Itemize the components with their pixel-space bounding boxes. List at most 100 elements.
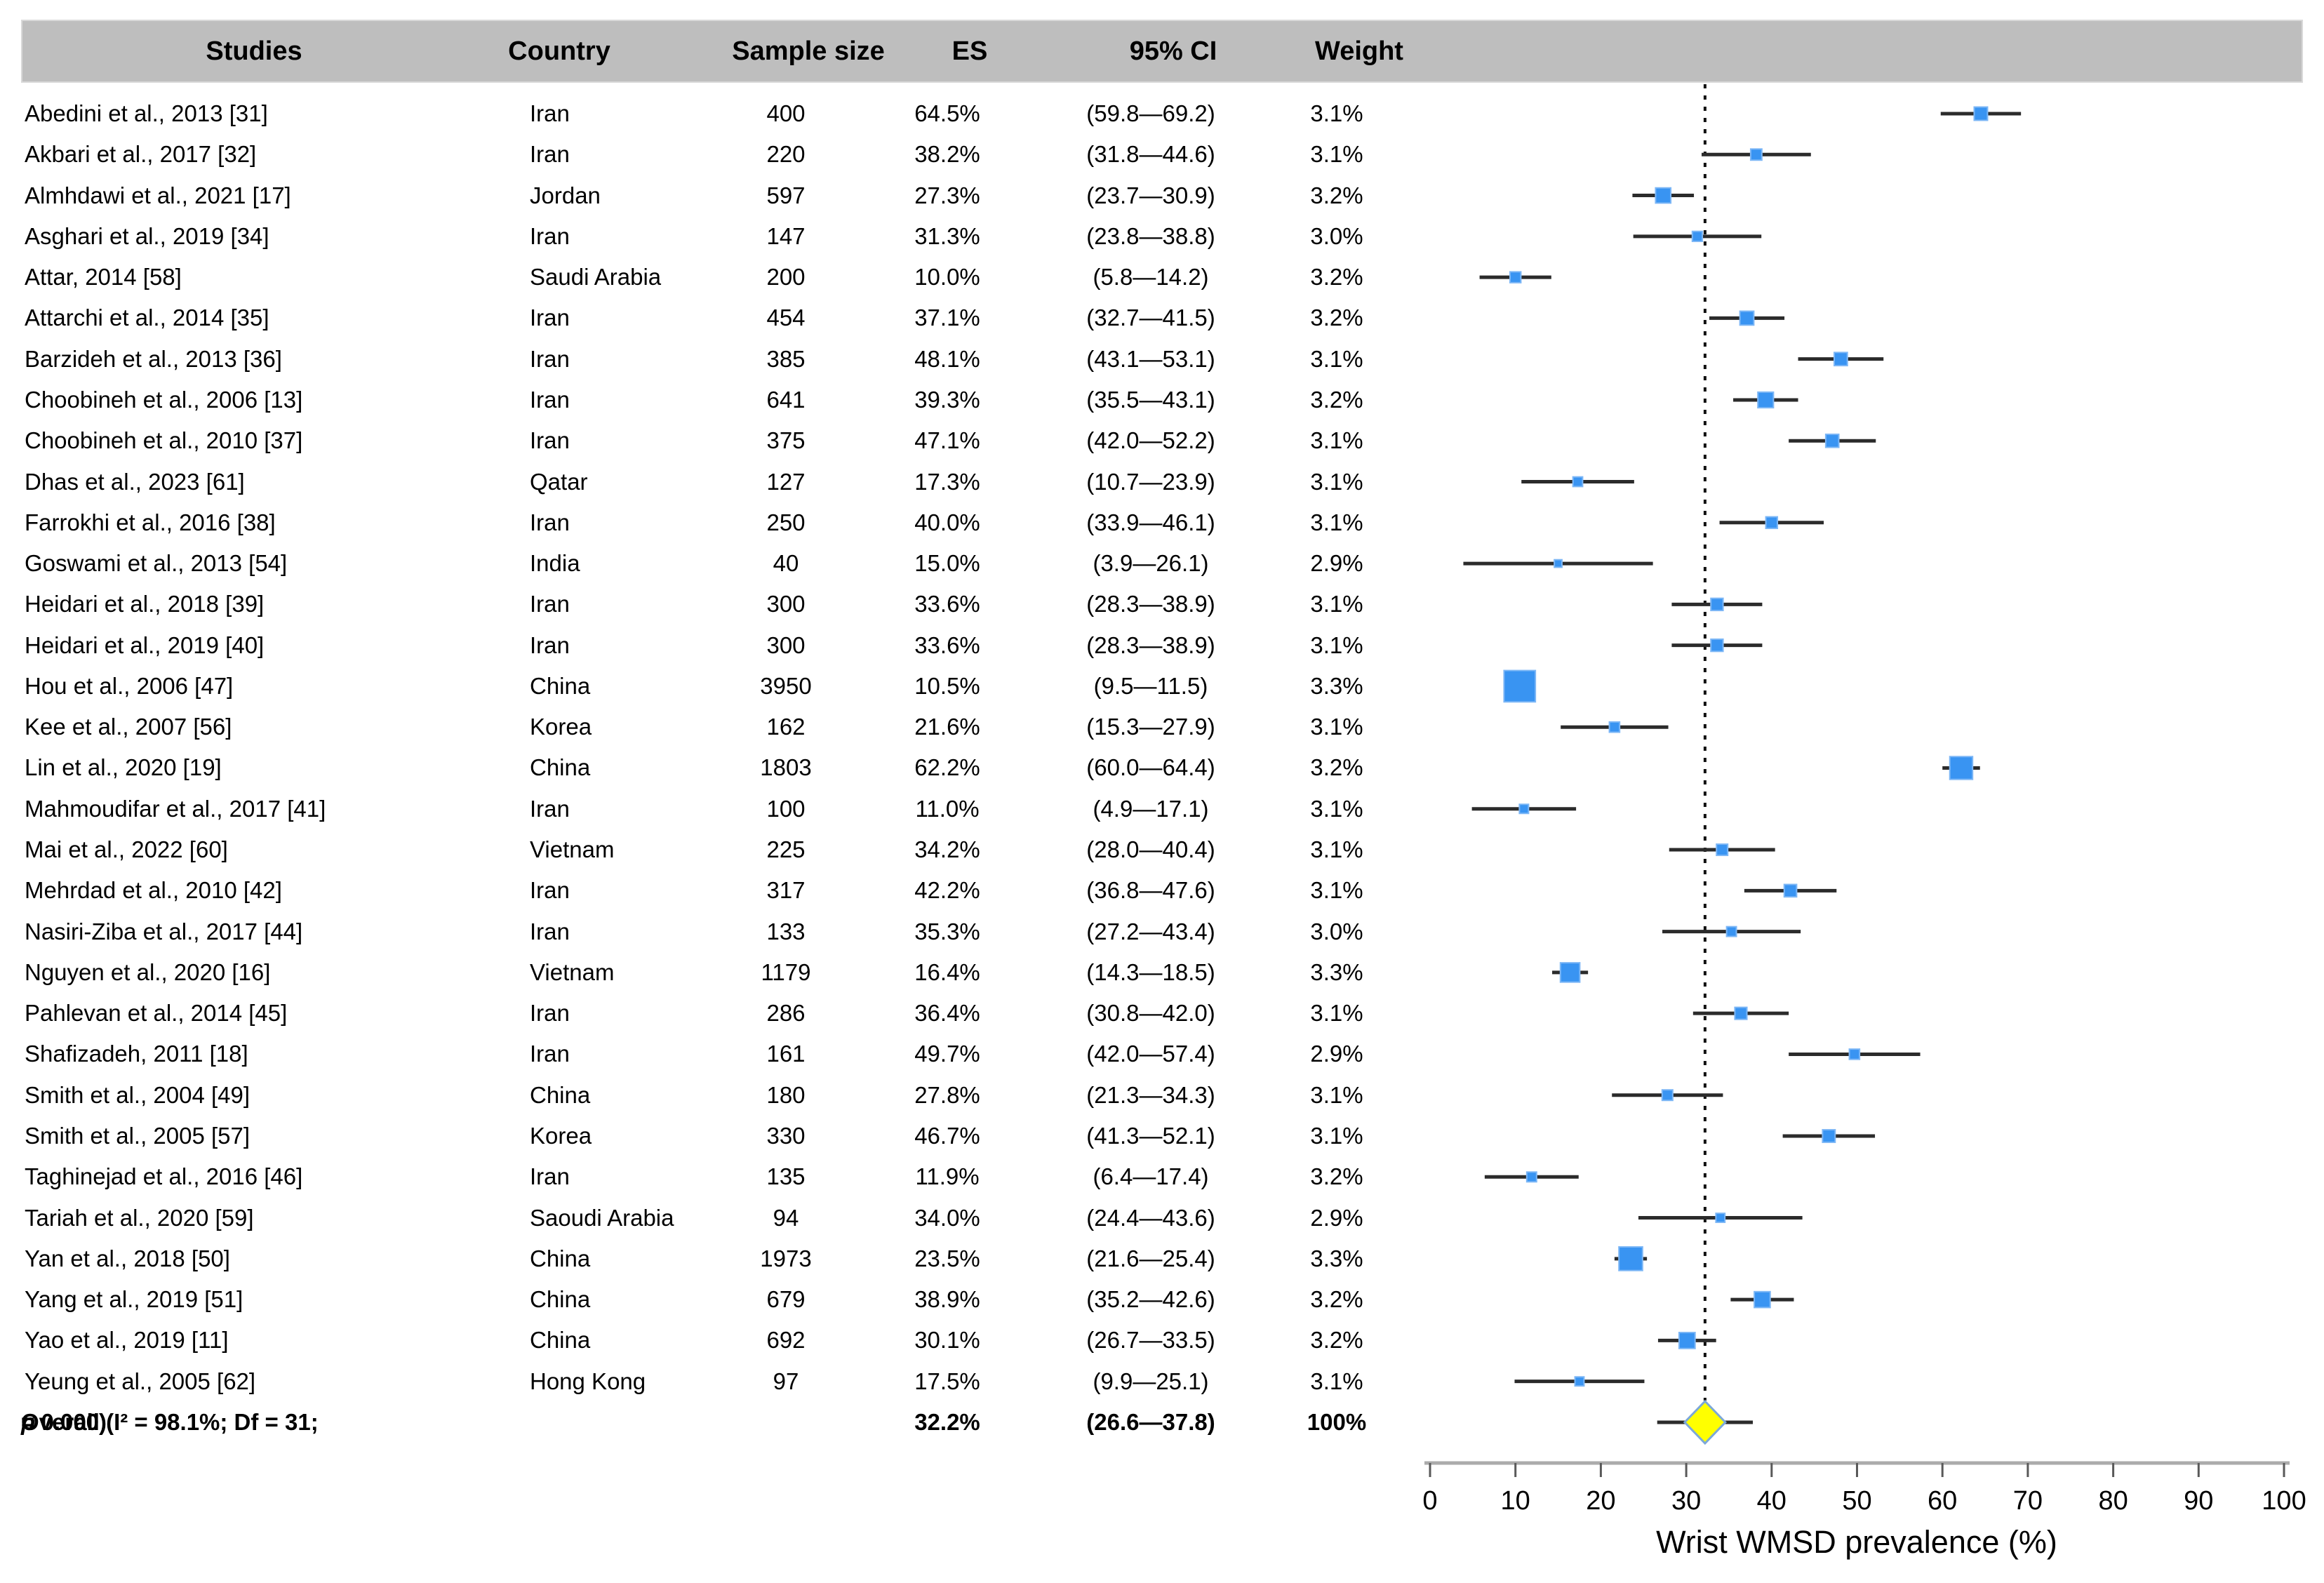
study-name: Attarchi et al., 2014 [35]	[25, 305, 269, 331]
study-country: Qatar	[530, 468, 588, 495]
study-weight: 3.1%	[1310, 795, 1363, 822]
study-sample-size: 330	[766, 1123, 806, 1149]
study-ci: (3.9—26.1)	[1093, 550, 1209, 577]
study-country: Korea	[530, 1123, 592, 1149]
study-ci: (35.2—42.6)	[1086, 1286, 1215, 1313]
overall-row: Overall (I² = 98.1%; Df = 31; p = 0.000)…	[0, 1402, 1403, 1443]
study-weight: 3.2%	[1310, 1327, 1363, 1354]
study-es: 11.9%	[915, 1163, 980, 1190]
table-row: Taghinejad et al., 2016 [46] Iran 135 11.9%…	[0, 1156, 1403, 1197]
study-ci: (27.2—43.4)	[1086, 918, 1215, 944]
study-es: 27.8%	[914, 1081, 980, 1108]
study-name: Akbari et al., 2017 [32]	[25, 141, 257, 168]
table-row: Attarchi et al., 2014 [35] Iran 454 37.1% (3…	[0, 298, 1403, 338]
study-name: Asghari et al., 2019 [34]	[25, 222, 269, 249]
study-country: Iran	[530, 141, 570, 168]
study-ci: (36.8—47.6)	[1086, 877, 1215, 904]
study-ci: (28.0—40.4)	[1086, 836, 1215, 863]
es-marker	[1824, 433, 1840, 448]
overall-diamond	[1683, 1399, 1727, 1445]
x-tick-label: 50	[1842, 1486, 1871, 1516]
study-ci: (24.4—43.6)	[1086, 1204, 1215, 1231]
study-es: 42.2%	[914, 877, 980, 904]
study-sample-size: 220	[766, 141, 806, 168]
overall-weight: 100%	[1307, 1408, 1367, 1435]
study-country: Iran	[530, 509, 570, 535]
study-country: Jordan	[530, 182, 601, 208]
study-sample-size: 300	[766, 632, 806, 658]
study-sample-size: 1179	[761, 959, 811, 985]
study-name: Dhas et al., 2023 [61]	[25, 468, 245, 495]
study-weight: 3.1%	[1310, 509, 1363, 535]
study-ci: (41.3—52.1)	[1086, 1123, 1215, 1149]
x-tick-label: 0	[1422, 1486, 1437, 1516]
study-ci: (4.9—17.1)	[1093, 795, 1209, 822]
study-country: Iran	[530, 222, 570, 249]
table-row: Barzideh et al., 2013 [36] Iran 385 48.1% (4…	[0, 339, 1403, 380]
study-ci: (9.9—25.1)	[1093, 1368, 1209, 1394]
study-country: Iran	[530, 427, 570, 454]
study-name: Abedini et al., 2013 [31]	[25, 100, 268, 126]
study-sample-size: 97	[773, 1368, 799, 1394]
table-row: Farrokhi et al., 2016 [38] Iran 250 40.0% (3…	[0, 502, 1403, 543]
study-sample-size: 300	[766, 591, 806, 617]
x-axis-label: Wrist WMSD prevalence (%)	[1656, 1524, 2057, 1560]
study-name: Choobineh et al., 2010 [37]	[25, 427, 303, 454]
study-es: 27.3%	[914, 182, 980, 208]
table-row: Heidari et al., 2019 [40] Iran 300 33.6% (28…	[0, 625, 1403, 666]
study-sample-size: 400	[766, 100, 806, 126]
table-row: Lin et al., 2020 [19] China 1803 62.2% (60.0…	[0, 747, 1403, 788]
study-weight: 3.1%	[1310, 836, 1363, 863]
study-sample-size: 94	[773, 1204, 799, 1231]
study-ci: (42.0—57.4)	[1086, 1041, 1215, 1067]
overall-es: 32.2%	[914, 1408, 980, 1435]
x-tick-label: 40	[1757, 1486, 1787, 1516]
es-marker	[1749, 148, 1763, 161]
column-header-ci: 95% CI	[1129, 36, 1217, 66]
study-ci: (59.8—69.2)	[1086, 100, 1215, 126]
study-sample-size: 286	[766, 1000, 806, 1027]
study-name: Shafizadeh, 2011 [18]	[25, 1041, 248, 1067]
study-es: 40.0%	[914, 509, 980, 535]
study-es: 31.3%	[914, 222, 980, 249]
study-weight: 3.1%	[1310, 714, 1363, 740]
study-country: China	[530, 1286, 591, 1313]
table-row: Pahlevan et al., 2014 [45] Iran 286 36.4% (3…	[0, 993, 1403, 1034]
study-sample-size: 100	[766, 795, 806, 822]
es-marker	[1765, 516, 1779, 530]
es-marker	[1574, 1376, 1585, 1387]
es-marker	[1691, 230, 1704, 242]
study-sample-size: 1803	[760, 754, 812, 781]
study-ci: (5.8—14.2)	[1093, 264, 1209, 290]
table-row: Shafizadeh, 2011 [18] Iran 161 49.7% (42.0—5…	[0, 1034, 1403, 1074]
table-row: Yan et al., 2018 [50] China 1973 23.5% (21.6…	[0, 1238, 1403, 1279]
study-es: 10.5%	[914, 672, 980, 699]
study-name: Tariah et al., 2020 [59]	[25, 1204, 254, 1231]
x-tick-label: 90	[2184, 1486, 2213, 1516]
es-marker	[1559, 962, 1581, 983]
study-ci: (26.7—33.5)	[1086, 1327, 1215, 1354]
table-row: Nguyen et al., 2020 [16] Vietnam 1179 16.4%…	[0, 952, 1403, 993]
study-name: Mai et al., 2022 [60]	[25, 836, 228, 863]
study-country: China	[530, 672, 591, 699]
study-country: Korea	[530, 714, 592, 740]
study-country: Vietnam	[530, 836, 615, 863]
study-sample-size: 597	[766, 182, 806, 208]
study-country: China	[530, 1081, 591, 1108]
es-marker	[1848, 1048, 1861, 1060]
study-name: Hou et al., 2006 [47]	[25, 672, 234, 699]
study-sample-size: 3950	[760, 672, 812, 699]
table-row: Almhdawi et al., 2021 [17] Jordan 597 27.3%…	[0, 175, 1403, 216]
study-name: Nasiri-Ziba et al., 2017 [44]	[25, 918, 303, 944]
study-es: 37.1%	[914, 305, 980, 331]
table-row: Smith et al., 2005 [57] Korea 330 46.7% (41.…	[0, 1116, 1403, 1156]
study-name: Pahlevan et al., 2014 [45]	[25, 1000, 288, 1027]
study-ci: (6.4—17.4)	[1093, 1163, 1209, 1190]
study-weight: 3.1%	[1310, 1368, 1363, 1394]
table-row: Nasiri-Ziba et al., 2017 [44] Iran 133 35.3…	[0, 911, 1403, 952]
study-weight: 2.9%	[1310, 1041, 1363, 1067]
column-header-studies: Studies	[206, 36, 302, 66]
study-country: Iran	[530, 1000, 570, 1027]
study-sample-size: 161	[766, 1041, 806, 1067]
